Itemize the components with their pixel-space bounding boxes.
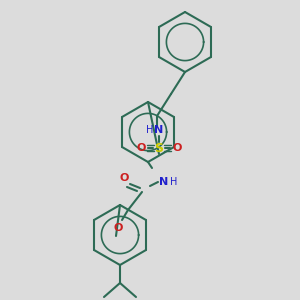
Text: O: O <box>119 173 129 183</box>
Text: N: N <box>154 125 164 135</box>
Text: H: H <box>146 125 154 135</box>
Text: S: S <box>154 142 164 154</box>
Text: N: N <box>159 177 169 187</box>
Text: H: H <box>170 177 178 187</box>
Text: O: O <box>113 223 123 233</box>
Text: O: O <box>136 143 146 153</box>
Text: O: O <box>172 143 182 153</box>
